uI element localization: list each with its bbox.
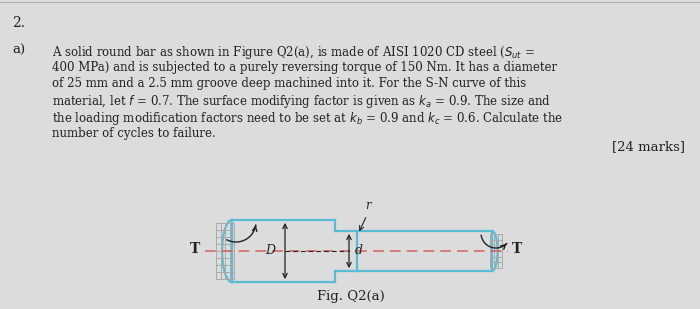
- Text: [24 marks]: [24 marks]: [612, 141, 685, 154]
- Text: T: T: [190, 242, 200, 256]
- Text: 2.: 2.: [12, 16, 25, 30]
- Text: a): a): [12, 44, 25, 57]
- Text: D: D: [265, 244, 275, 257]
- Text: the loading modification factors need to be set at $k_b$ = 0.9 and $k_c$ = 0.6. : the loading modification factors need to…: [52, 110, 564, 127]
- Text: 400 MPa) and is subjected to a purely reversing torque of 150 Nm. It has a diame: 400 MPa) and is subjected to a purely re…: [52, 61, 557, 74]
- Text: A solid round bar as shown in Figure Q2(a), is made of AISI 1020 CD steel ($S_{u: A solid round bar as shown in Figure Q2(…: [52, 44, 535, 61]
- Text: number of cycles to failure.: number of cycles to failure.: [52, 126, 216, 139]
- Text: material, let $f$ = 0.7. The surface modifying factor is given as $k_a$ = 0.9. T: material, let $f$ = 0.7. The surface mod…: [52, 94, 551, 111]
- Text: T: T: [512, 242, 522, 256]
- Text: d: d: [355, 244, 363, 257]
- Text: Fig. Q2(a): Fig. Q2(a): [317, 290, 385, 303]
- Text: r: r: [365, 199, 370, 212]
- Text: of 25 mm and a 2.5 mm groove deep machined into it. For the S-N curve of this: of 25 mm and a 2.5 mm groove deep machin…: [52, 77, 526, 90]
